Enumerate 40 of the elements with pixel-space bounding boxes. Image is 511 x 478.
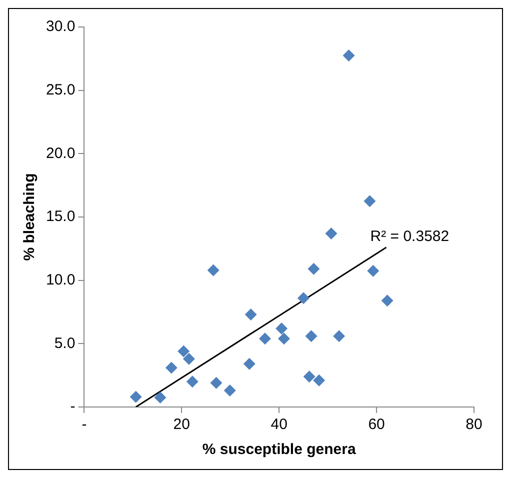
point <box>313 374 326 386</box>
point <box>308 262 320 275</box>
point <box>243 358 256 370</box>
point <box>224 384 236 397</box>
x-axis-title: % susceptible genera <box>202 441 356 458</box>
point <box>165 362 178 374</box>
x-tick-label: 40 <box>270 416 288 434</box>
point <box>278 332 290 345</box>
point <box>325 227 338 240</box>
point <box>333 330 346 342</box>
y-axis-title: % bleaching <box>21 173 38 261</box>
point <box>303 370 316 383</box>
point <box>367 264 380 277</box>
x-tick-label: 60 <box>368 416 385 434</box>
x-tick-label: 80 <box>466 416 482 434</box>
y-tick-label: - <box>70 398 76 416</box>
point <box>244 308 257 321</box>
point <box>381 294 394 307</box>
x-tick-label: - <box>82 416 87 434</box>
y-tick-label: 10.0 <box>46 271 76 288</box>
point <box>130 390 142 403</box>
point <box>364 195 376 208</box>
point <box>154 392 166 404</box>
point <box>297 292 310 304</box>
point <box>186 376 198 388</box>
y-tick-label: 15.0 <box>46 208 76 226</box>
point <box>276 322 288 334</box>
point <box>258 332 271 345</box>
point <box>207 264 220 276</box>
y-tick-label: 20.0 <box>46 144 76 162</box>
point <box>210 376 222 389</box>
point <box>305 330 318 342</box>
y-tick-label: 30.0 <box>46 18 76 36</box>
annotation: R² = 0.3582 <box>370 228 450 246</box>
x-tick-label: 20 <box>173 416 190 434</box>
y-tick-label: 5.0 <box>54 334 76 352</box>
point <box>182 352 195 365</box>
point <box>178 345 190 358</box>
y-tick-label: 25.0 <box>46 81 76 98</box>
point <box>342 50 355 62</box>
